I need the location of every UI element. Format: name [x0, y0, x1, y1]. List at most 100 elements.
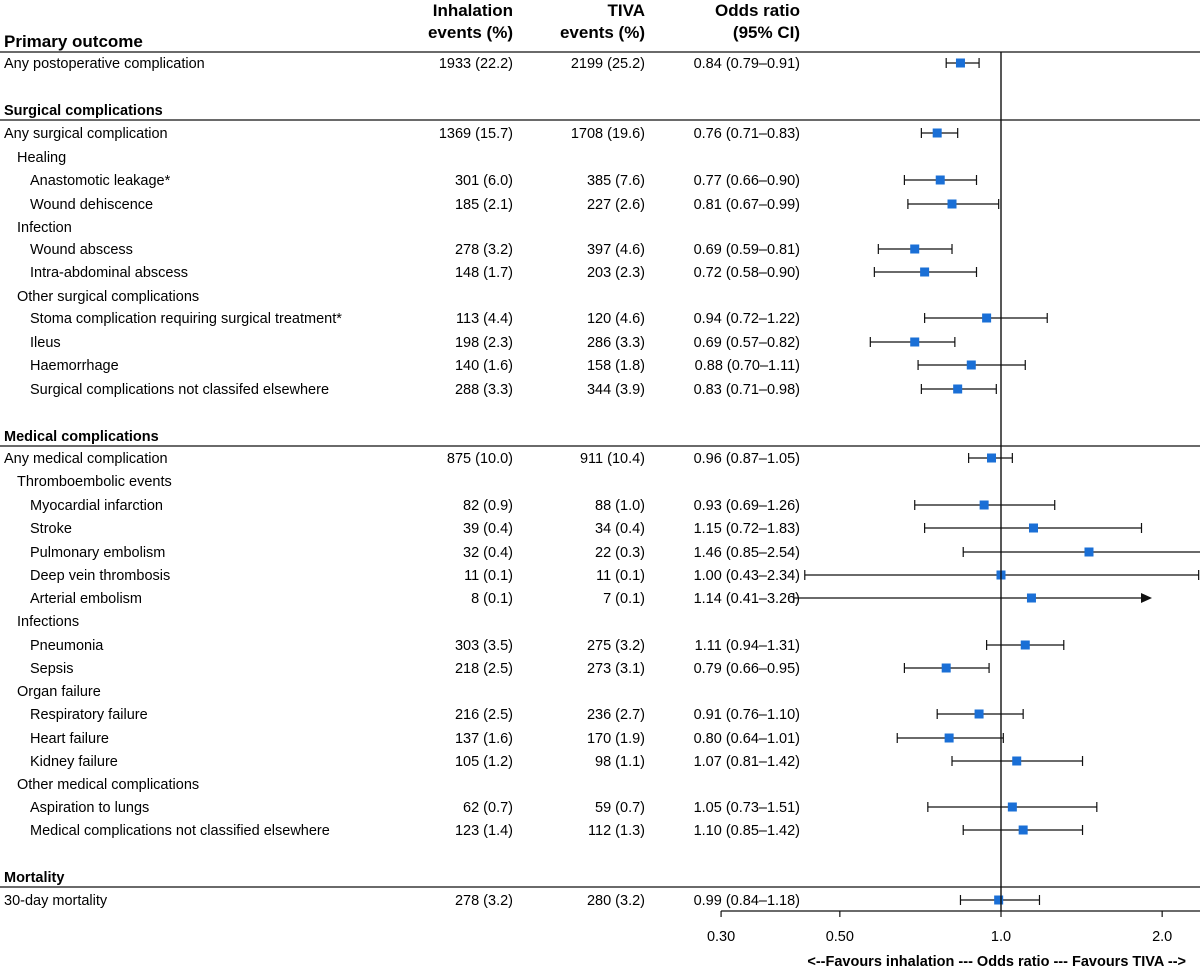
tiva-events: 911 (10.4) [580, 451, 645, 467]
tiva-events: 275 (3.2) [587, 638, 645, 654]
outcome-label: Any postoperative complication [4, 56, 205, 72]
odds-ratio-marker [1020, 640, 1030, 650]
outcome-label: Medical complications not classified els… [30, 823, 330, 839]
inhalation-events: 82 (0.9) [463, 498, 513, 514]
inhalation-events: 288 (3.3) [455, 382, 513, 398]
odds-ratio-ci: 0.80 (0.64–1.01) [694, 731, 800, 747]
inhalation-events: 140 (1.6) [455, 358, 513, 374]
forest-marks [793, 58, 1200, 905]
header-odds-ratio-line2: (95% CI) [733, 23, 800, 42]
outcome-label: Haemorrhage [30, 358, 119, 374]
odds-ratio-marker [935, 175, 945, 185]
odds-ratio-ci: 1.00 (0.43–2.34) [694, 568, 800, 584]
inhalation-events: 32 (0.4) [463, 545, 513, 561]
group-label: Infection [17, 220, 72, 236]
group-label: Infections [17, 614, 79, 630]
tiva-events: 34 (0.4) [595, 521, 645, 537]
group-label: Other medical complications [17, 777, 199, 793]
inhalation-events: 278 (3.2) [455, 242, 513, 258]
tiva-events: 22 (0.3) [595, 545, 645, 561]
odds-ratio-marker [987, 453, 997, 463]
inhalation-events: 123 (1.4) [455, 823, 513, 839]
odds-ratio-ci: 0.76 (0.71–0.83) [694, 126, 800, 142]
odds-ratio-ci: 0.84 (0.79–0.91) [694, 56, 800, 72]
odds-ratio-marker [974, 709, 984, 719]
odds-ratio-ci: 0.79 (0.66–0.95) [694, 661, 800, 677]
inhalation-events: 8 (0.1) [471, 591, 513, 607]
odds-ratio-ci: 1.11 (0.94–1.31) [695, 638, 800, 654]
tiva-events: 112 (1.3) [588, 823, 645, 839]
odds-ratio-ci: 0.94 (0.72–1.22) [694, 311, 800, 327]
odds-ratio-marker [1007, 802, 1017, 812]
odds-ratio-ci: 1.07 (0.81–1.42) [694, 754, 800, 770]
odds-ratio-marker [994, 895, 1004, 905]
inhalation-events: 39 (0.4) [463, 521, 513, 537]
inhalation-events: 148 (1.7) [455, 265, 513, 281]
odds-ratio-ci: 0.72 (0.58–0.90) [694, 265, 800, 281]
outcome-label: Stroke [30, 521, 72, 537]
outcome-label: Any medical complication [4, 451, 168, 467]
odds-ratio-marker [979, 500, 989, 510]
odds-ratio-marker [910, 244, 920, 254]
inhalation-events: 137 (1.6) [455, 731, 513, 747]
odds-ratio-ci: 0.81 (0.67–0.99) [694, 197, 800, 213]
header-inhalation-line2: events (%) [428, 23, 513, 42]
inhalation-events: 113 (4.4) [456, 311, 513, 327]
odds-ratio-ci: 1.14 (0.41–3.26) [694, 591, 800, 607]
inhalation-events: 218 (2.5) [455, 661, 513, 677]
odds-ratio-marker [920, 267, 930, 277]
odds-ratio-ci: 0.69 (0.57–0.82) [694, 335, 800, 351]
x-tick-label: 2.0 [1152, 929, 1172, 945]
odds-ratio-marker [1026, 593, 1036, 603]
tiva-events: 344 (3.9) [587, 382, 645, 398]
inhalation-events: 216 (2.5) [455, 707, 513, 723]
odds-ratio-ci: 1.15 (0.72–1.83) [694, 521, 800, 537]
tiva-events: 397 (4.6) [587, 242, 645, 258]
odds-ratio-marker [955, 58, 965, 68]
odds-ratio-ci: 0.69 (0.59–0.81) [694, 242, 800, 258]
inhalation-events: 1369 (15.7) [439, 126, 513, 142]
odds-ratio-marker [932, 128, 942, 138]
section-title: Surgical complications [4, 103, 163, 119]
odds-ratio-ci: 1.46 (0.85–2.54) [694, 545, 800, 561]
inhalation-events: 105 (1.2) [455, 754, 513, 770]
odds-ratio-ci: 0.83 (0.71–0.98) [694, 382, 800, 398]
inhalation-events: 278 (3.2) [455, 893, 513, 909]
inhalation-events: 198 (2.3) [455, 335, 513, 351]
outcome-label: Pulmonary embolism [30, 545, 165, 561]
header-odds-ratio-line1: Odds ratio [715, 1, 800, 20]
odds-ratio-marker [947, 199, 957, 209]
inhalation-events: 185 (2.1) [455, 197, 513, 213]
tiva-events: 236 (2.7) [587, 707, 645, 723]
odds-ratio-ci: 0.93 (0.69–1.26) [694, 498, 800, 514]
table-rows: Any postoperative complication 1933 (22.2… [4, 56, 800, 909]
outcome-label: Heart failure [30, 731, 109, 747]
section-title: Medical complications [4, 429, 159, 445]
odds-ratio-marker [910, 337, 920, 347]
x-axis: 0.300.501.02.03.0 [707, 52, 1200, 945]
inhalation-events: 1933 (22.2) [439, 56, 513, 72]
outcome-label: Aspiration to lungs [30, 800, 149, 816]
outcome-label: Myocardial infarction [30, 498, 163, 514]
tiva-events: 98 (1.1) [595, 754, 645, 770]
header-outcome: Primary outcome [4, 32, 143, 51]
odds-ratio-ci: 0.96 (0.87–1.05) [694, 451, 800, 467]
tiva-events: 59 (0.7) [595, 800, 645, 816]
tiva-events: 280 (3.2) [587, 893, 645, 909]
table-header: Primary outcome Inhalation events (%) TI… [4, 1, 800, 51]
outcome-label: Respiratory failure [30, 707, 148, 723]
odds-ratio-marker [1084, 547, 1094, 557]
group-label: Thromboembolic events [17, 474, 172, 490]
group-label: Organ failure [17, 684, 101, 700]
table-rules [0, 51, 1200, 888]
odds-ratio-marker [1012, 756, 1022, 766]
odds-ratio-marker [982, 313, 992, 323]
outcome-label: Kidney failure [30, 754, 118, 770]
odds-ratio-marker [941, 663, 951, 673]
tiva-events: 203 (2.3) [587, 265, 645, 281]
odds-ratio-marker [944, 733, 954, 743]
tiva-events: 158 (1.8) [587, 358, 645, 374]
odds-ratio-marker [1018, 825, 1028, 835]
outcome-label: Wound dehiscence [30, 197, 153, 213]
